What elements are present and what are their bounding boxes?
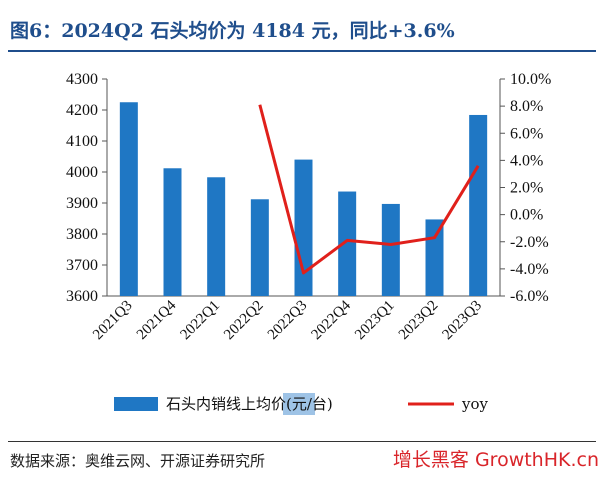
y2-tick-label: 4.0% xyxy=(510,152,543,169)
bar xyxy=(119,102,138,296)
bar xyxy=(425,219,444,296)
y-tick-label: 4100 xyxy=(66,133,98,150)
bar xyxy=(469,114,488,297)
y-tick-label: 3700 xyxy=(66,257,98,274)
y2-tick-label: -4.0% xyxy=(510,261,549,278)
x-tick-label: 2023Q1 xyxy=(352,298,397,343)
y2-tick-label: 10.0% xyxy=(510,71,551,88)
x-tick-label: 2021Q4 xyxy=(134,297,180,343)
y2-tick-label: 8.0% xyxy=(510,98,543,115)
bar xyxy=(250,199,269,296)
y-tick-label: 3900 xyxy=(66,195,98,212)
y2-tick-label: 2.0% xyxy=(510,180,543,197)
source-note: 数据来源：奥维云网、开源证券研究所 xyxy=(10,452,266,470)
y2-tick-label: -2.0% xyxy=(510,234,549,251)
x-tick-label: 2022Q2 xyxy=(221,298,266,343)
y-tick-label: 3600 xyxy=(66,288,98,305)
y-tick-label: 4000 xyxy=(66,164,98,181)
y2-tick-label: 0.0% xyxy=(510,207,543,224)
x-tick-label: 2022Q3 xyxy=(265,298,310,343)
y-tick-label: 3800 xyxy=(66,226,98,243)
bar xyxy=(294,159,313,296)
chart-title: 图6：2024Q2 石头均价为 4184 元，同比+3.6% xyxy=(10,20,455,42)
watermark: 增长黑客 GrowthHK.cn xyxy=(392,449,599,471)
bar xyxy=(381,203,400,296)
footer-divider xyxy=(8,441,596,442)
legend-bar-label: 石头内销线上均价(元/台) xyxy=(166,395,333,413)
legend-highlight xyxy=(283,393,315,415)
title-divider xyxy=(8,50,596,52)
x-tick-label: 2022Q4 xyxy=(308,297,354,343)
y-tick-label: 4200 xyxy=(66,102,98,119)
y2-tick-label: -6.0% xyxy=(510,288,549,305)
y-tick-label: 4300 xyxy=(66,71,98,88)
bar xyxy=(163,168,182,296)
x-tick-label: 2023Q3 xyxy=(439,298,484,343)
yoy-line xyxy=(258,104,480,275)
x-tick-label: 2023Q2 xyxy=(396,298,441,343)
legend-bar-swatch xyxy=(114,397,158,411)
x-tick-label: 2022Q1 xyxy=(177,298,222,343)
bar xyxy=(338,191,357,296)
legend-line-label: yoy xyxy=(461,395,489,413)
bar xyxy=(207,177,226,296)
y2-tick-label: 6.0% xyxy=(510,125,543,142)
